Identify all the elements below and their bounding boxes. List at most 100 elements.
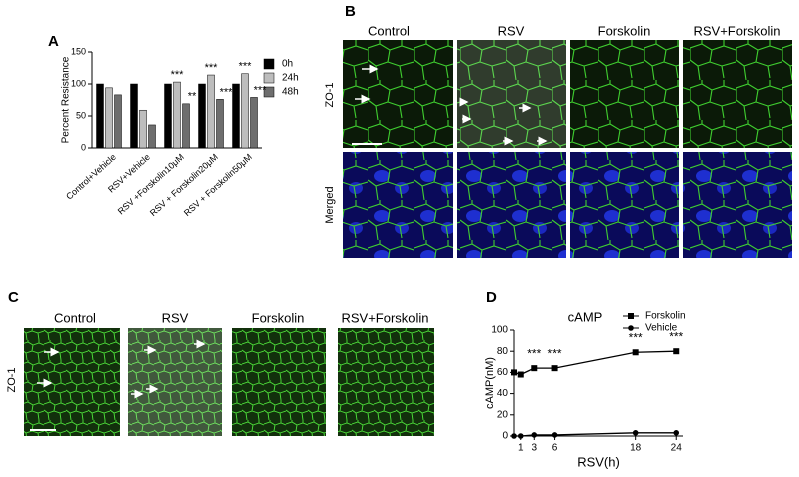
- legend-label: 24h: [282, 73, 299, 84]
- micrograph: [457, 152, 566, 258]
- x-tick-label: Control+Vehicle: [64, 152, 118, 202]
- x-tick-label: 18: [630, 443, 642, 454]
- y-tick-label: 150: [71, 46, 86, 56]
- x-tick-label: 24: [671, 443, 683, 454]
- x-tick-label: 1: [518, 443, 524, 454]
- column-label: RSV+Forskolin: [341, 310, 428, 325]
- y-tick-label: 100: [491, 325, 508, 336]
- bar: [173, 81, 181, 149]
- bar: [148, 124, 156, 149]
- y-tick-label: 40: [497, 388, 509, 399]
- bar: [164, 83, 172, 149]
- column-label: Forskolin: [598, 23, 651, 38]
- legend-label: Forskolin: [645, 311, 686, 322]
- row-label: ZO-1: [6, 367, 18, 392]
- bar: [130, 83, 138, 149]
- micrograph: [24, 328, 120, 436]
- bar: [198, 83, 206, 149]
- y-tick-label: 20: [497, 409, 509, 420]
- micrograph: [457, 40, 566, 148]
- column-label: Forskolin: [252, 310, 305, 325]
- bar: [139, 109, 147, 149]
- micrograph: [683, 152, 792, 258]
- marker: [551, 365, 558, 372]
- marker: [511, 433, 517, 439]
- y-axis-label: cAMP(nM): [484, 357, 496, 409]
- y-tick-label: 0: [502, 431, 508, 442]
- legend-swatch: [263, 72, 275, 84]
- bar: [182, 103, 190, 149]
- bar: [207, 74, 215, 149]
- significance-label: ***: [548, 346, 562, 360]
- panel-letter: C: [8, 289, 19, 306]
- y-tick-label: 50: [76, 110, 86, 120]
- arrows: [355, 64, 548, 146]
- panel-b: Control RSV Forskolin RSV+Forskolin ZO-1…: [324, 23, 792, 258]
- micrograph: [128, 328, 222, 436]
- significance-label: ***: [171, 69, 185, 81]
- marker: [517, 433, 524, 439]
- legend-label: 0h: [282, 59, 293, 70]
- row-label: Merged: [324, 186, 336, 223]
- bar: [250, 97, 258, 149]
- y-tick-label: 80: [497, 346, 509, 357]
- y-tick-label: 0: [81, 142, 86, 152]
- row-label: ZO-1: [324, 82, 336, 107]
- y-tick-label: 60: [497, 367, 509, 378]
- marker: [632, 349, 639, 356]
- x-tick-label: 3: [531, 443, 537, 454]
- marker: [517, 371, 524, 378]
- legend-marker: [628, 325, 634, 331]
- arrows: [37, 339, 206, 399]
- significance-label: ***: [669, 329, 683, 343]
- micrograph: [343, 152, 453, 258]
- column-label: RSV+Forskolin: [693, 23, 780, 38]
- marker: [551, 432, 558, 438]
- marker: [632, 430, 639, 436]
- panel-letter: D: [486, 289, 497, 306]
- significance-label: **: [188, 91, 197, 103]
- x-axis-label: RSV(h): [577, 454, 620, 469]
- micrograph: [232, 328, 326, 436]
- micrograph: [570, 40, 679, 148]
- legend-swatch: [263, 58, 275, 70]
- panel-letter: B: [345, 3, 356, 20]
- x-tick-label: RSV + Forskolin50μM: [182, 152, 254, 218]
- bar: [96, 83, 104, 149]
- column-label: RSV: [162, 310, 189, 325]
- bar: [232, 83, 240, 149]
- bar: [241, 73, 249, 149]
- significance-label: ***: [254, 84, 268, 96]
- significance-label: ***: [527, 346, 541, 360]
- marker: [531, 365, 538, 372]
- legend-label: 48h: [282, 87, 299, 98]
- marker: [673, 430, 680, 436]
- bar: [114, 94, 122, 149]
- legend-marker: [628, 313, 634, 319]
- micrograph: [570, 152, 679, 258]
- significance-label: ***: [220, 86, 234, 98]
- marker: [673, 348, 680, 355]
- marker: [511, 369, 517, 376]
- marker: [531, 432, 538, 438]
- micrograph: [343, 40, 453, 148]
- panel-letter: A: [48, 33, 59, 50]
- column-label: Control: [54, 310, 96, 325]
- micrograph: [338, 328, 434, 436]
- significance-label: ***: [239, 61, 253, 73]
- significance-label: ***: [629, 330, 643, 344]
- bar: [216, 99, 224, 149]
- bar: [105, 87, 113, 149]
- y-tick-label: 100: [71, 78, 86, 88]
- legend-label: Vehicle: [645, 323, 678, 334]
- chart-title: cAMP: [568, 309, 603, 324]
- panel-c: Control RSV Forskolin RSV+Forskolin ZO-1: [6, 310, 434, 436]
- column-label: RSV: [498, 23, 525, 38]
- micrograph: [683, 40, 792, 148]
- legend-swatch: [263, 86, 275, 98]
- x-tick-label: 6: [552, 443, 558, 454]
- significance-label: ***: [205, 62, 219, 74]
- y-axis-label: Percent Resistance: [61, 56, 72, 143]
- column-label: Control: [368, 23, 410, 38]
